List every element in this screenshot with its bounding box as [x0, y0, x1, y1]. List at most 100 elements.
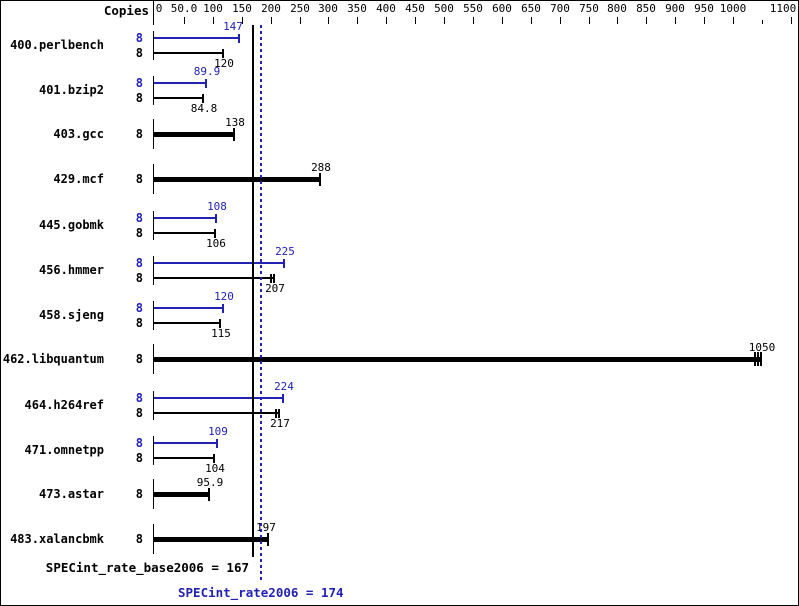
copies-value: 8 — [135, 391, 143, 405]
value-label: 120 — [214, 57, 234, 70]
bar-end-cap — [213, 454, 215, 463]
benchmark-label: 456.hmmer — [38, 263, 104, 277]
bar-end-cap — [319, 173, 321, 186]
benchmark-label: 473.astar — [38, 487, 104, 501]
bar-end-cap — [222, 304, 224, 313]
bar-end-cap — [215, 214, 217, 223]
value-label: 106 — [206, 237, 226, 250]
bar-end-cap — [278, 409, 280, 418]
axis-tick-label: 50.0 — [170, 2, 198, 15]
axis-tick — [704, 17, 705, 24]
base-bar — [154, 457, 215, 459]
row-axis-segment — [153, 164, 154, 194]
row-axis-segment — [153, 479, 154, 509]
value-label: 108 — [207, 200, 227, 213]
axis-tick — [791, 17, 792, 24]
row-axis-segment — [153, 436, 154, 465]
axis-tick-label: 350 — [347, 2, 367, 15]
benchmark-label: 401.bzip2 — [38, 83, 104, 97]
base-bar — [154, 97, 204, 99]
copies-header: Copies — [103, 3, 149, 18]
base-bar — [154, 322, 221, 324]
axis-tick — [300, 17, 301, 24]
bar-end-cap — [202, 94, 204, 103]
axis-tick-label: 500 — [434, 2, 454, 15]
axis-tick-label: 100 — [203, 2, 223, 15]
axis-tick — [589, 17, 590, 24]
axis-tick — [531, 17, 532, 24]
row-axis-segment — [153, 301, 154, 330]
basepeak-bar — [154, 132, 235, 137]
axis-tick-label: 450 — [405, 2, 425, 15]
peak-bar — [154, 262, 285, 264]
copies-value: 8 — [135, 316, 143, 330]
value-label: 224 — [274, 380, 294, 393]
peak-bar — [154, 82, 207, 84]
axis-tick-label: 700 — [550, 2, 570, 15]
row-axis-segment — [153, 256, 154, 285]
peak-bar — [154, 442, 218, 444]
copies-value: 8 — [135, 256, 143, 270]
axis-tick-label: 200 — [261, 2, 281, 15]
bar-end-cap — [754, 352, 756, 366]
summary-base-text: SPECint_rate_base2006 = 167 — [45, 560, 249, 575]
value-label: 217 — [270, 417, 290, 430]
copies-value: 8 — [135, 127, 143, 141]
axis-tick-label: 650 — [521, 2, 541, 15]
copies-value: 8 — [135, 211, 143, 225]
axis-tick — [733, 17, 734, 24]
basepeak-bar — [154, 492, 210, 497]
value-label: 109 — [208, 425, 228, 438]
benchmark-label: 462.libquantum — [2, 352, 104, 366]
axis-tick — [386, 17, 387, 24]
basepeak-bar — [154, 177, 321, 182]
copies-value: 8 — [135, 172, 143, 186]
bar-end-cap — [283, 259, 285, 268]
value-label: 89.9 — [193, 65, 221, 78]
benchmark-label: 483.xalancbmk — [10, 532, 104, 546]
copies-value: 8 — [135, 271, 143, 285]
benchmark-label: 400.perlbench — [10, 38, 104, 52]
peak-bar — [154, 37, 240, 39]
axis-tick-label: 950 — [694, 2, 714, 15]
copies-value: 8 — [135, 76, 143, 90]
copies-value: 8 — [135, 31, 143, 45]
value-label: 95.9 — [196, 476, 224, 489]
axis-tick — [415, 17, 416, 24]
bar-end-cap — [216, 439, 218, 448]
benchmark-label: 403.gcc — [53, 127, 104, 141]
copies-value: 8 — [135, 487, 143, 501]
axis-tick — [184, 17, 185, 24]
axis-tick-label: 850 — [636, 2, 656, 15]
bar-end-cap — [267, 533, 269, 546]
value-label: 115 — [211, 327, 231, 340]
axis-tick — [560, 17, 561, 24]
axis-tick — [646, 17, 647, 24]
row-axis-segment — [153, 119, 154, 149]
base-bar — [154, 52, 224, 54]
peak-bar — [154, 307, 224, 309]
axis-tick — [444, 17, 445, 24]
axis-tick-label: 400 — [376, 2, 396, 15]
copies-value: 8 — [135, 46, 143, 60]
axis-tick-label: 300 — [318, 2, 338, 15]
mean-line-base — [252, 25, 254, 557]
value-label: 84.8 — [190, 102, 218, 115]
base-bar — [154, 412, 280, 414]
copies-value: 8 — [135, 406, 143, 420]
benchmark-label: 429.mcf — [53, 172, 104, 186]
axis-tick-label: 150 — [232, 2, 252, 15]
value-label: 120 — [214, 290, 234, 303]
axis-tick-label: 800 — [607, 2, 627, 15]
bar-end-cap — [214, 229, 216, 238]
axis-tick — [502, 17, 503, 24]
peak-bar — [154, 217, 217, 219]
value-label: 147 — [223, 20, 243, 33]
benchmark-label: 445.gobmk — [38, 218, 104, 232]
bar-end-cap — [208, 488, 210, 501]
bar-end-cap — [275, 409, 277, 418]
axis-tick-label: 900 — [665, 2, 685, 15]
bar-end-cap — [757, 352, 759, 366]
value-label: 1050 — [748, 341, 776, 354]
